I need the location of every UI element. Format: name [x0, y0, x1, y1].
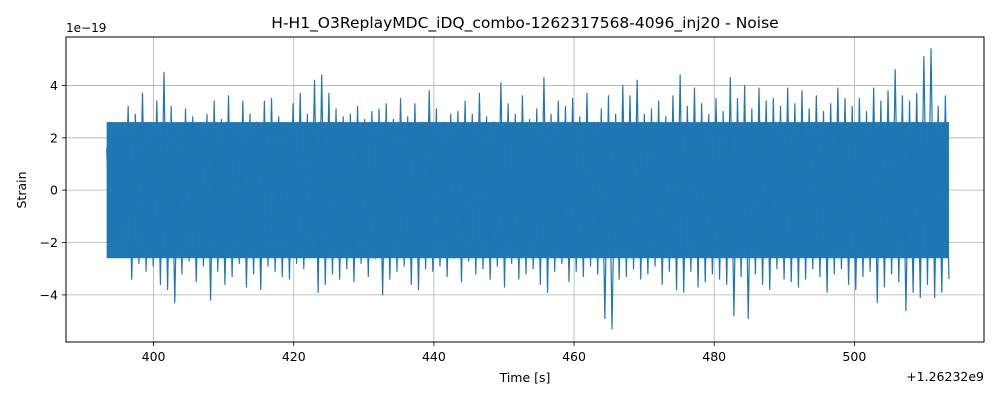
y-axis-label: Strain — [14, 171, 29, 208]
y-tick-label: −4 — [40, 287, 58, 302]
x-tick-label: 460 — [562, 349, 586, 364]
x-tick-label: 400 — [142, 349, 166, 364]
y-tick-label: 4 — [50, 78, 58, 93]
plot-frame — [65, 36, 985, 343]
series-line — [106, 48, 950, 330]
x-axis-label: Time [s] — [499, 370, 551, 385]
y-tick-label: −2 — [40, 235, 58, 250]
y-tick-label: 0 — [50, 183, 58, 198]
y-tick-label: 2 — [50, 130, 58, 145]
x-tick-label: 480 — [702, 349, 726, 364]
tick-layer: 400 420 440 460 480 500 −4 −2 0 2 4 — [40, 78, 867, 364]
x-tick-label: 420 — [282, 349, 306, 364]
x-offset-label: +1.26232e9 — [906, 369, 984, 384]
x-tick-label: 500 — [842, 349, 866, 364]
chart-title: H-H1_O3ReplayMDC_iDQ_combo-1262317568-40… — [271, 14, 778, 33]
x-tick-label: 440 — [422, 349, 446, 364]
series-layer — [106, 48, 950, 330]
y-scale-label: 1e−19 — [66, 21, 106, 35]
